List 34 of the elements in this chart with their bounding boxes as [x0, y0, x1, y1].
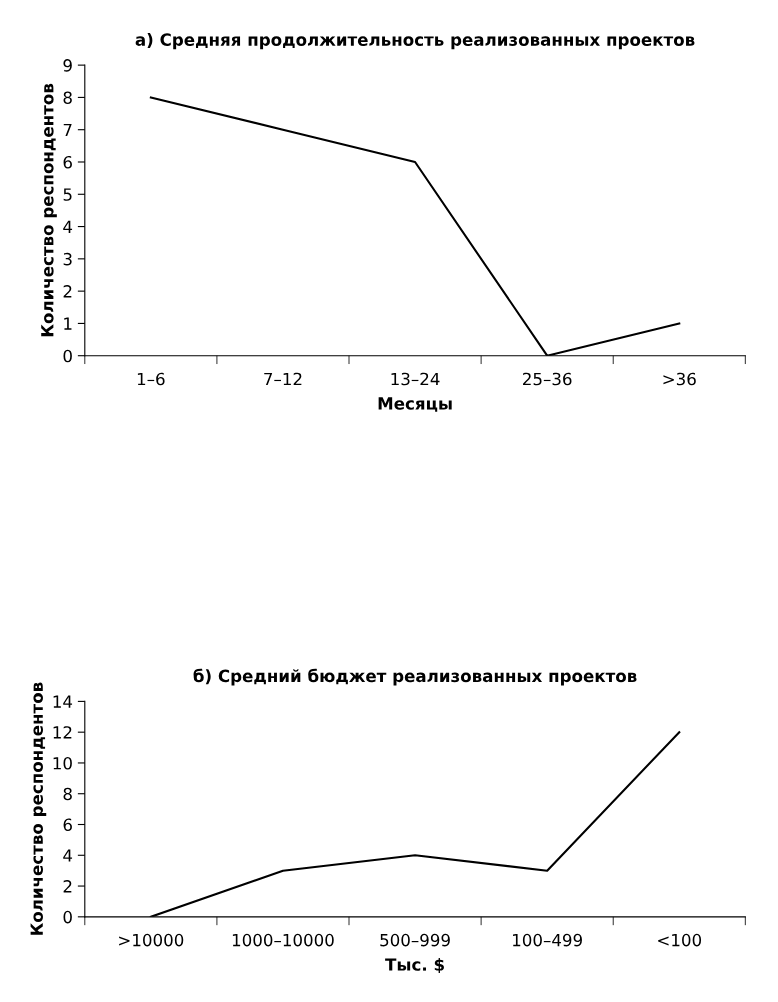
y-axis-title: Количество респондентов — [41, 83, 57, 337]
y-tick-label: 5 — [63, 188, 72, 201]
x-tick-label: 1–6 — [137, 372, 165, 386]
y-tick-label: 7 — [63, 123, 72, 137]
x-tick-label: 500–999 — [380, 933, 450, 947]
chart-title: б) Средний бюджет реализованных проектов — [193, 668, 637, 686]
x-tick-label: <100 — [658, 933, 702, 947]
y-tick-label: 1 — [64, 317, 72, 330]
chart-title: а) Средняя продолжительность реализованных проектов — [135, 33, 695, 50]
x-tick-label: >10000 — [119, 933, 184, 947]
x-tick-label: >36 — [663, 372, 696, 386]
y-tick-label: 14 — [53, 695, 73, 708]
x-tick-label: 1000–10000 — [232, 933, 334, 947]
x-axis-title: Месяцы — [378, 397, 452, 412]
y-tick-label: 9 — [63, 59, 72, 72]
x-tick-label: 13–24 — [391, 372, 440, 386]
y-tick-label: 2 — [63, 285, 72, 298]
y-tick-label: 0 — [63, 349, 72, 363]
y-tick-label: 4 — [63, 220, 73, 233]
y-tick-label: 6 — [63, 818, 72, 832]
y-tick-label: 10 — [53, 756, 72, 770]
y-tick-label: 4 — [63, 849, 73, 862]
x-tick-label: 25–36 — [523, 372, 572, 386]
y-tick-label: 12 — [53, 726, 72, 739]
y-tick-label: 8 — [63, 91, 72, 104]
x-tick-label: 7–12 — [264, 372, 302, 386]
x-axis-title: Тыс. $ — [385, 957, 444, 974]
y-tick-label: 6 — [63, 155, 72, 169]
y-axis-title: Количество респондентов — [30, 682, 47, 935]
y-tick-label: 3 — [63, 252, 72, 266]
y-tick-label: 2 — [63, 880, 72, 893]
x-tick-label: 100–499 — [513, 933, 582, 947]
y-tick-label: 8 — [63, 787, 72, 801]
y-tick-label: 0 — [63, 910, 72, 924]
